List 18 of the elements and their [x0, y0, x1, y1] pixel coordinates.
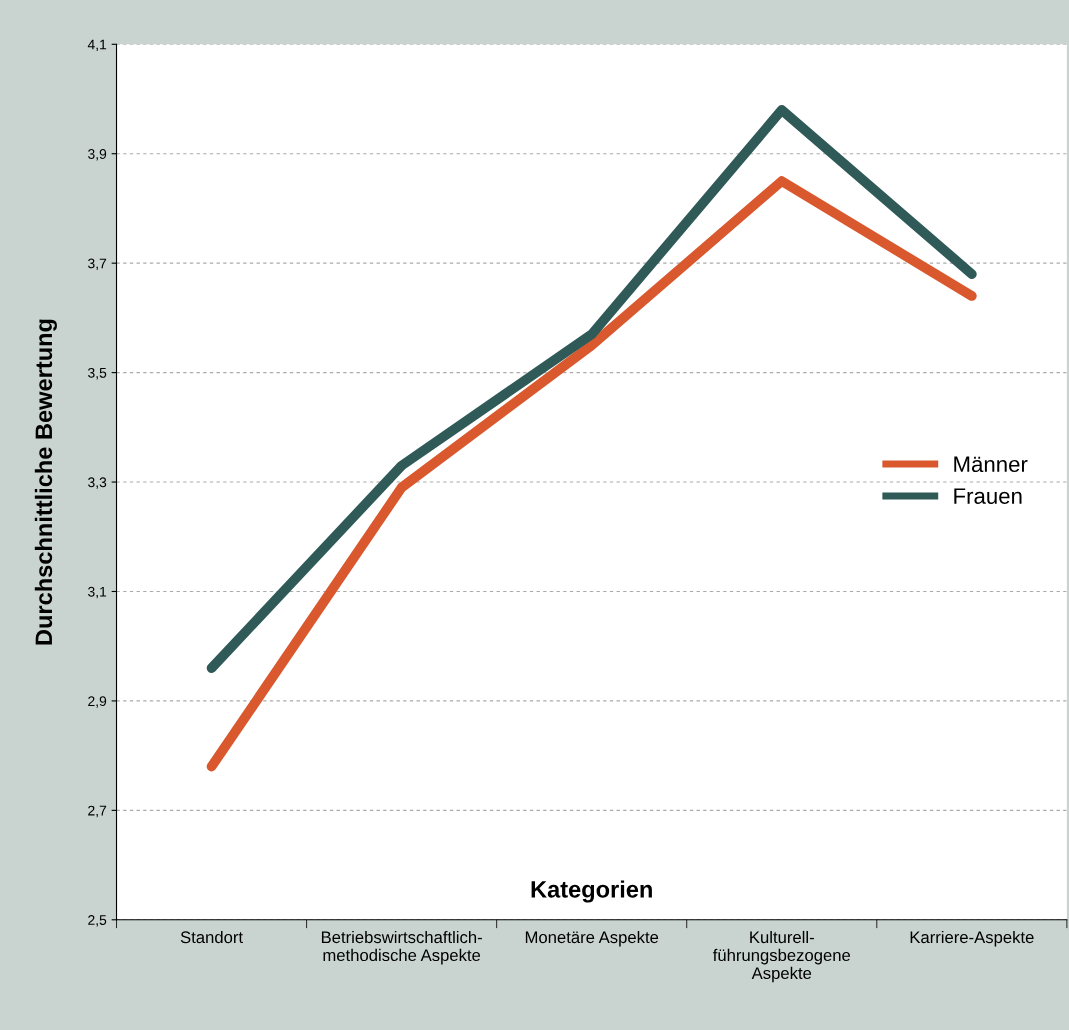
legend-label: Männer: [954, 456, 1028, 473]
y-tick-label: 3,7: [88, 258, 107, 270]
x-tick-label: Betriebswirtschaftlich- methodische Aspekte: [321, 930, 482, 965]
y-tick-label: 3,3: [88, 477, 107, 489]
y-tick-label: 3,1: [88, 586, 107, 599]
y-tick-label: 2,5: [88, 915, 107, 927]
x-tick-label: Standort: [180, 930, 243, 944]
y-tick-label: 3,9: [88, 149, 107, 161]
y-tick-label: 3,5: [88, 367, 107, 380]
x-tick-label: Monetäre Aspekte: [525, 930, 659, 947]
x-tick-label: Karriere-Aspekte: [910, 930, 1034, 947]
x-axis-title: Kategorien: [531, 880, 652, 903]
legend-label: Frauen: [954, 488, 1022, 504]
x-tick-label: Kulturell- führungsbezogene Aspekte: [712, 930, 851, 983]
y-axis-title: Durchschnittliche Bewertung: [34, 319, 57, 645]
y-tick-label: 2,7: [88, 805, 107, 818]
y-tick-label: 4,1: [87, 39, 107, 52]
y-tick-label: 2,9: [88, 696, 107, 708]
